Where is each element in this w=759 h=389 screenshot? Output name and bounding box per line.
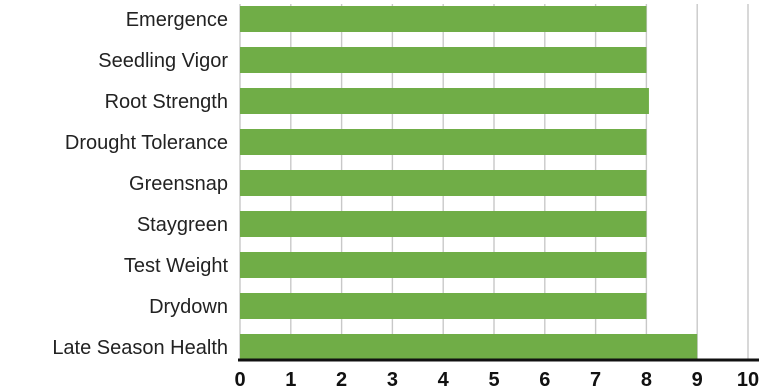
category-label: Test Weight — [124, 255, 229, 277]
bar-emergence — [240, 6, 647, 32]
x-tick-label: 9 — [692, 369, 703, 389]
x-tick-label: 6 — [539, 369, 550, 389]
category-labels: Emergence Seedling Vigor Root Strength Drou… — [52, 9, 228, 359]
x-tick-label: 1 — [285, 369, 296, 389]
category-label: Root Strength — [105, 91, 228, 113]
bar-drydown — [240, 293, 647, 319]
x-tick-label: 2 — [336, 369, 347, 389]
x-tick-label: 8 — [641, 369, 652, 389]
bars — [240, 6, 698, 360]
bar-staygreen — [240, 211, 647, 237]
bar-greensnap — [240, 170, 647, 196]
x-tick-label: 3 — [387, 369, 398, 389]
x-tick-label: 0 — [234, 369, 245, 389]
category-label: Drought Tolerance — [65, 132, 228, 154]
x-tick-labels: 0 1 2 3 4 5 6 7 8 9 10 — [234, 369, 759, 389]
bar-drought-tolerance — [240, 129, 647, 155]
category-label: Emergence — [126, 9, 228, 31]
category-label: Late Season Health — [52, 337, 228, 359]
bar-test-weight — [240, 252, 647, 278]
category-label: Seedling Vigor — [98, 50, 228, 72]
category-label: Staygreen — [137, 214, 228, 236]
bar-root-strength — [240, 88, 649, 114]
x-tick-label: 4 — [438, 369, 450, 389]
category-label: Greensnap — [129, 173, 228, 195]
x-tick-label: 10 — [737, 369, 759, 389]
bar-seedling-vigor — [240, 47, 647, 73]
bar-late-season-health — [240, 334, 698, 360]
x-tick-label: 5 — [488, 369, 499, 389]
category-label: Drydown — [149, 296, 228, 318]
x-tick-label: 7 — [590, 369, 601, 389]
